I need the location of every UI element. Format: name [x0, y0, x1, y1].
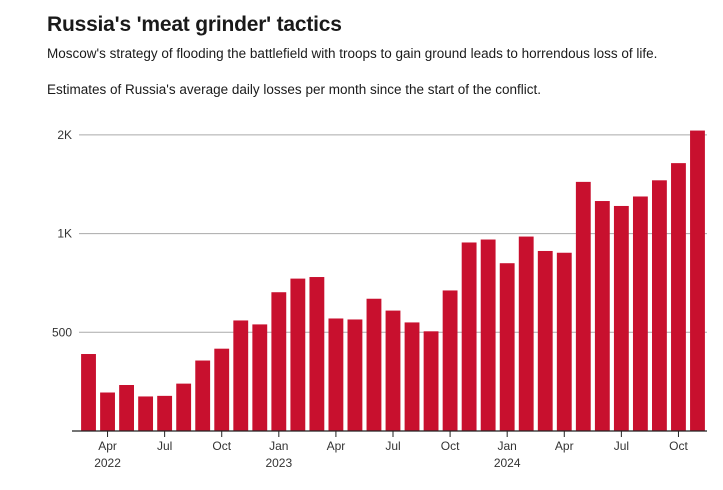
- bar-9: [252, 324, 268, 431]
- bar-30: [652, 180, 667, 431]
- bar-18: [423, 331, 439, 431]
- bar-14: [347, 319, 363, 431]
- bar-19: [442, 290, 458, 431]
- chart-description: Estimates of Russia's average daily loss…: [47, 82, 542, 97]
- x-tick-label: Apr: [327, 439, 346, 453]
- bars: [81, 130, 705, 432]
- bar-5: [176, 383, 192, 431]
- bar-13: [328, 318, 344, 431]
- bar-28: [613, 205, 629, 431]
- bar-20: [461, 242, 477, 431]
- bar-26: [575, 181, 591, 431]
- bar-15: [366, 298, 382, 431]
- x-tick-year-label: 2024: [494, 456, 521, 470]
- bar-27: [594, 201, 610, 431]
- bar-29: [632, 196, 648, 431]
- bar-25: [556, 252, 572, 431]
- bar-17: [404, 322, 420, 431]
- bar-23: [518, 236, 534, 431]
- bar-16: [385, 310, 401, 431]
- bar-24: [537, 250, 553, 431]
- bar-32: [690, 130, 705, 432]
- bar-12: [309, 277, 325, 431]
- x-tick-label: Oct: [669, 439, 688, 453]
- bar-11: [290, 278, 306, 431]
- y-tick-label: 500: [52, 325, 72, 339]
- x-tick-label: Jul: [385, 439, 400, 453]
- x-tick-label: Jul: [157, 439, 172, 453]
- x-tick-year-label: 2022: [94, 456, 121, 470]
- bar-0: [81, 354, 96, 431]
- x-tick-label: Apr: [98, 439, 117, 453]
- x-tick-label: Jan: [498, 439, 517, 453]
- x-tick-label: Jan: [269, 439, 288, 453]
- bar-7: [214, 348, 230, 431]
- bar-4: [157, 395, 173, 431]
- bar-6: [195, 360, 211, 431]
- gridlines: [79, 134, 707, 333]
- chart-title: Russia's 'meat grinder' tactics: [47, 13, 342, 36]
- y-tick-label: 2K: [57, 128, 72, 142]
- bar-8: [233, 320, 249, 431]
- bar-3: [138, 396, 154, 431]
- x-tick-label: Jul: [614, 439, 629, 453]
- x-tick-label: Oct: [441, 439, 460, 453]
- chart-subtitle: Moscow's strategy of flooding the battle…: [47, 46, 658, 61]
- x-tick-year-label: 2023: [265, 456, 292, 470]
- bar-2: [119, 385, 134, 431]
- bar-21: [480, 239, 496, 431]
- y-tick-label: 1K: [57, 227, 72, 241]
- axes: 500 1K 2K Apr 2022 Jul Oct Jan 2023 Apr Jul Oct Jan 2…: [52, 128, 707, 470]
- bar-31: [671, 163, 686, 431]
- x-tick-label: Apr: [555, 439, 574, 453]
- bar-1: [100, 392, 115, 431]
- bar-10: [271, 292, 287, 431]
- bar-22: [499, 263, 515, 431]
- x-tick-label: Oct: [212, 439, 231, 453]
